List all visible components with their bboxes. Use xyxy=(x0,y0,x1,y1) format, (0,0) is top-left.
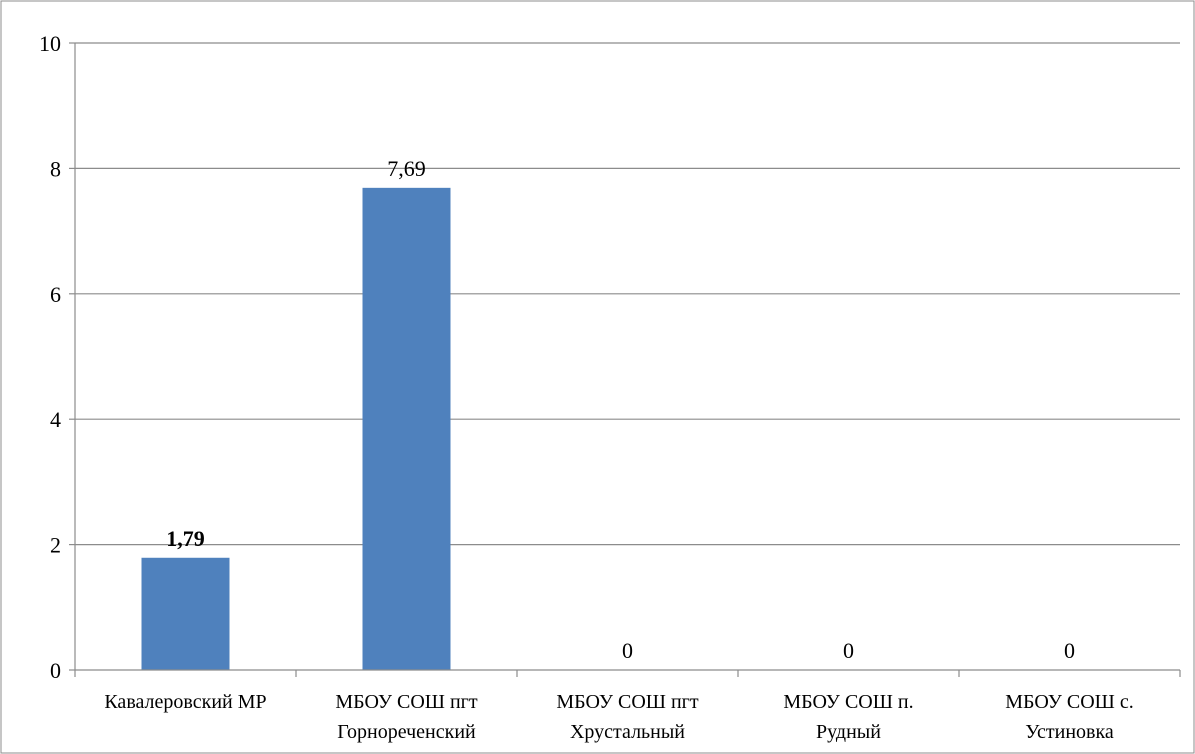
axes xyxy=(69,42,1181,677)
data-label: 7,69 xyxy=(387,156,426,181)
bar xyxy=(362,187,451,670)
category-label: Рудный xyxy=(816,721,881,743)
category-labels: Кавалеровский МР МБОУ СОШ пгт Горнореченск… xyxy=(104,691,1133,743)
bars xyxy=(141,187,451,670)
category-label: МБОУ СОШ с. xyxy=(1005,691,1133,713)
gridlines xyxy=(75,42,1180,546)
data-label: 0 xyxy=(622,638,633,663)
category-label: МБОУ СОШ п. xyxy=(783,691,913,713)
y-tick-label: 4 xyxy=(50,407,61,432)
bar xyxy=(141,557,230,670)
data-label: 1,79 xyxy=(166,526,205,551)
category-label: МБОУ СОШ пгт xyxy=(556,691,698,713)
category-label: Кавалеровский МР xyxy=(104,691,266,713)
category-label: Горнореченский xyxy=(337,721,476,743)
category-label: Устиновка xyxy=(1025,721,1114,743)
y-tick-label: 0 xyxy=(50,658,61,683)
y-tick-labels: 0 2 4 6 8 10 xyxy=(39,31,61,683)
data-labels: 1,79 7,69 0 0 0 xyxy=(166,156,1075,663)
y-tick-label: 6 xyxy=(50,282,61,307)
y-tick-label: 10 xyxy=(39,31,61,56)
y-tick-label: 8 xyxy=(50,156,61,181)
y-tick-label: 2 xyxy=(50,533,61,558)
data-label: 0 xyxy=(1064,638,1075,663)
category-label: Хрустальный xyxy=(570,721,685,743)
data-label: 0 xyxy=(843,638,854,663)
category-label: МБОУ СОШ пгт xyxy=(335,691,477,713)
